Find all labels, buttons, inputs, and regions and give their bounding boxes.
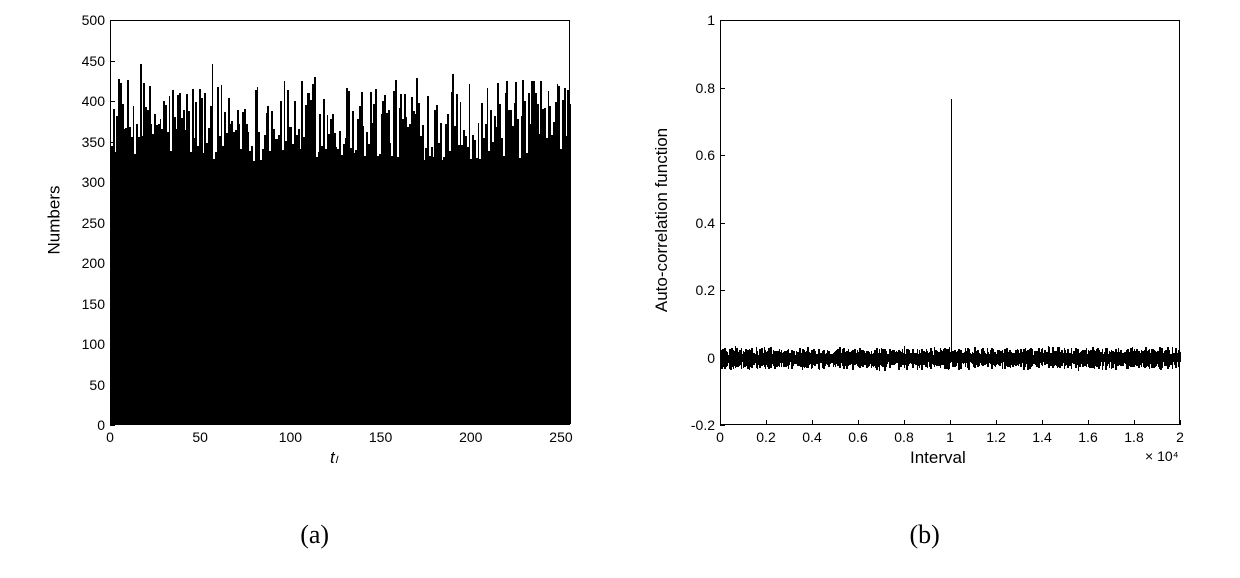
panel-b-xtick-label: 0.8: [894, 429, 913, 445]
panel-a-ytick-label: 250: [65, 215, 105, 231]
panel-a-ytick-label: 150: [65, 296, 105, 312]
panel-b-ytick-label: 0.8: [675, 80, 715, 96]
panel-b-xtick-label: 2: [1176, 429, 1184, 445]
panel-a-xtick-label: 0: [106, 429, 114, 445]
panel-a-caption: (a): [300, 520, 329, 550]
panel-a-ylabel: Numbers: [44, 186, 64, 255]
panel-b-xtick-label: 1.6: [1078, 429, 1097, 445]
panel-b-xtick-label: 1.8: [1124, 429, 1143, 445]
panel-b-xtick-label: 1.2: [986, 429, 1005, 445]
panel-a-xtick-label: 150: [369, 429, 392, 445]
panel-b-ytick-label: 0.2: [675, 282, 715, 298]
panel-b-xtick-label: 0.4: [802, 429, 821, 445]
panel-a-ytick-label: 450: [65, 53, 105, 69]
panel-a-ytick-label: 400: [65, 93, 105, 109]
panel-b-ytick-label: -0.2: [675, 417, 715, 433]
panel-b-xlabel: Interval: [910, 448, 966, 468]
panel-a-ytick-label: 0: [65, 417, 105, 433]
panel-a-ytick-label: 100: [65, 336, 105, 352]
panel-a-ytick-label: 200: [65, 255, 105, 271]
panel-b-xtick-label: 1.4: [1032, 429, 1051, 445]
panel-b-plot-area: [720, 20, 1180, 425]
panel-b-xtick-label: 1: [946, 429, 954, 445]
panel-a-ytick-label: 300: [65, 174, 105, 190]
panel-b-caption: (b): [909, 520, 939, 550]
panel-b-ytick-label: 0.6: [675, 147, 715, 163]
panel-b-xtick-label: 0: [716, 429, 724, 445]
panel-a-xlabel: tₗ: [330, 448, 338, 468]
panel-b-x-multiplier: × 10⁴: [1145, 448, 1179, 464]
panel-a-xtick-label: 200: [459, 429, 482, 445]
panel-a-ytick-label: 50: [65, 377, 105, 393]
panel-b-ytick-label: 0.4: [675, 215, 715, 231]
panel-b-xtick-label: 0.6: [848, 429, 867, 445]
panel-b-ytick-label: 0: [675, 350, 715, 366]
autocorrelation-spike: [951, 99, 953, 359]
panel-a-ytick-label: 350: [65, 134, 105, 150]
panel-a-xtick-label: 50: [192, 429, 208, 445]
panel-a-xtick-label: 100: [279, 429, 302, 445]
panel-b-ylabel: Auto-correlation function: [652, 128, 672, 312]
panel-a-histogram: Numbers 0 50 100 150 200 250 300 350 400 450 500 0…: [40, 10, 600, 490]
panel-b-ytick-label: 1: [675, 12, 715, 28]
panel-a-plot-area: [110, 20, 570, 425]
panel-b-autocorrelation: Auto-correlation function -0.200.20.40.6…: [640, 10, 1200, 490]
panel-a-ytick-label: 500: [65, 12, 105, 28]
panel-b-xtick-label: 0.2: [756, 429, 775, 445]
panel-a-xtick-label: 250: [549, 429, 572, 445]
